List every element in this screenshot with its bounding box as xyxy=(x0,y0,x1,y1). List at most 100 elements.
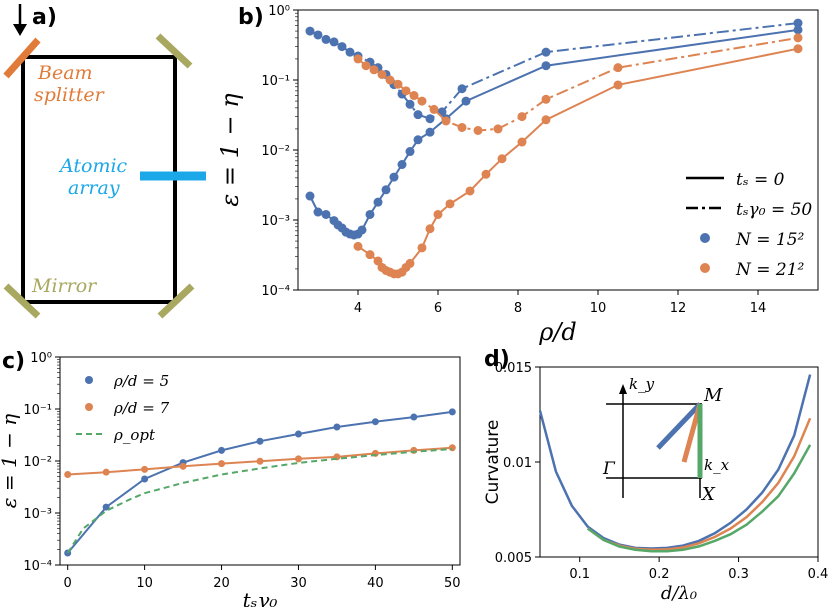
data-point xyxy=(102,503,110,511)
inset-M-label: M xyxy=(703,385,723,406)
series-line-2 xyxy=(357,47,799,275)
inset-gamma-label: Γ xyxy=(602,459,616,479)
data-point xyxy=(64,471,72,479)
xtick-label: 14 xyxy=(750,301,767,316)
chart-c: 10⁻⁴ 10⁻³ 10⁻² 10⁻¹ 10⁰ 0 10 20 30 40 50 ε = 1 − η t… xyxy=(0,351,461,607)
data-point xyxy=(793,44,803,54)
ytick-label: 10⁻² xyxy=(23,455,52,470)
data-point xyxy=(433,209,443,219)
data-point xyxy=(369,65,379,75)
data-point xyxy=(401,86,411,96)
data-point xyxy=(405,99,415,109)
data-point xyxy=(457,122,467,132)
data-point xyxy=(389,172,399,182)
series-line-0 xyxy=(309,28,799,237)
data-point xyxy=(541,61,551,71)
data-point xyxy=(405,258,415,268)
data-point xyxy=(410,413,418,421)
data-point xyxy=(793,25,803,35)
series-line-2 xyxy=(66,448,453,554)
data-point xyxy=(541,115,551,125)
data-point xyxy=(457,84,467,94)
xtick-label: 10 xyxy=(590,301,607,316)
xtick-label: 6 xyxy=(434,301,442,316)
panel-a-label: a) xyxy=(32,5,57,30)
data-point xyxy=(613,63,623,73)
data-point xyxy=(305,26,315,36)
xtick-label: 30 xyxy=(290,576,307,591)
mirror-label: Mirror xyxy=(31,275,98,297)
ytick-label: 0.01 xyxy=(503,456,532,471)
mirror-bottom-left xyxy=(3,283,41,319)
data-point xyxy=(218,460,226,468)
data-point xyxy=(448,444,456,452)
legend-label: N = 21² xyxy=(735,260,805,280)
legend-label: ρ/d = 7 xyxy=(113,399,170,417)
data-point xyxy=(321,209,331,219)
xtick-label: 40 xyxy=(367,576,384,591)
ytick-label: 10⁻⁴ xyxy=(23,559,52,574)
data-point xyxy=(373,197,383,207)
data-point xyxy=(102,468,110,476)
ytick-label: 0.005 xyxy=(495,551,532,566)
data-point xyxy=(397,160,407,170)
xtick-label: 0 xyxy=(64,576,72,591)
data-point xyxy=(333,423,341,431)
data-point xyxy=(373,256,383,266)
ytick-label: 10⁻² xyxy=(261,144,290,159)
mirror-top-right xyxy=(155,33,193,69)
ytick-label: 0.015 xyxy=(495,361,532,376)
legend-marker xyxy=(85,376,93,384)
ytick-label: 10⁻⁴ xyxy=(261,284,290,299)
data-point xyxy=(425,114,435,124)
y-axis-label: ε = 1 − η xyxy=(0,414,21,508)
data-point xyxy=(365,250,375,260)
data-point xyxy=(413,135,423,145)
ytick-label: 10⁻³ xyxy=(261,214,290,229)
data-point xyxy=(313,207,323,217)
chart-d: 0.005 0.01 0.015 0.1 0.2 0.3 0.4 Curvature d/λ₀ k… xyxy=(483,361,828,604)
data-point xyxy=(417,96,427,106)
data-point xyxy=(361,61,371,71)
xtick-label: 12 xyxy=(670,301,687,316)
panel-a-diagram: a) Beam splitter Atomic array Mirror xyxy=(3,4,206,319)
data-point xyxy=(256,437,264,445)
data-point xyxy=(425,127,435,137)
xtick-label: 10 xyxy=(136,576,153,591)
data-point xyxy=(321,34,331,44)
data-point xyxy=(417,243,427,253)
data-point xyxy=(371,418,379,426)
mirror-bottom-right xyxy=(157,283,195,319)
legend-marker xyxy=(700,233,710,243)
legend-marker xyxy=(700,263,710,273)
x-axis-label: d/λ₀ xyxy=(661,583,697,604)
beam-splitter-shape xyxy=(3,37,41,79)
legend-marker xyxy=(85,403,93,411)
y-axis-label: Curvature xyxy=(483,420,503,505)
data-point xyxy=(179,462,187,470)
data-point xyxy=(141,475,149,483)
xtick-label: 4 xyxy=(354,301,362,316)
data-point xyxy=(425,224,435,234)
atomic-array-label: Atomic array xyxy=(58,155,128,199)
chart-b: 10⁻⁴ 10⁻³ 10⁻² 10⁻¹ 10⁰ 4 6 8 10 12 14 ε = 1 − η ρ/d… xyxy=(216,4,819,346)
data-point xyxy=(313,30,323,40)
xtick-label: 50 xyxy=(444,576,461,591)
data-point xyxy=(541,47,551,57)
data-point xyxy=(465,186,475,196)
data-point xyxy=(481,169,491,179)
ytick-label: 10⁰ xyxy=(268,4,290,19)
xtick-label: 0.3 xyxy=(728,567,749,582)
legend-label: tₛγ₀ = 50 xyxy=(736,200,812,220)
inset-blue-path xyxy=(656,402,702,450)
data-point xyxy=(517,137,527,147)
data-point xyxy=(793,33,803,43)
xtick-label: 0.4 xyxy=(808,567,829,582)
panel-d-label: d) xyxy=(484,347,510,372)
legend-label: N = 15² xyxy=(735,230,805,250)
data-point xyxy=(441,116,451,126)
legend-label: tₛ = 0 xyxy=(736,170,785,190)
data-point xyxy=(141,465,149,473)
ytick-label: 10⁰ xyxy=(30,351,52,366)
